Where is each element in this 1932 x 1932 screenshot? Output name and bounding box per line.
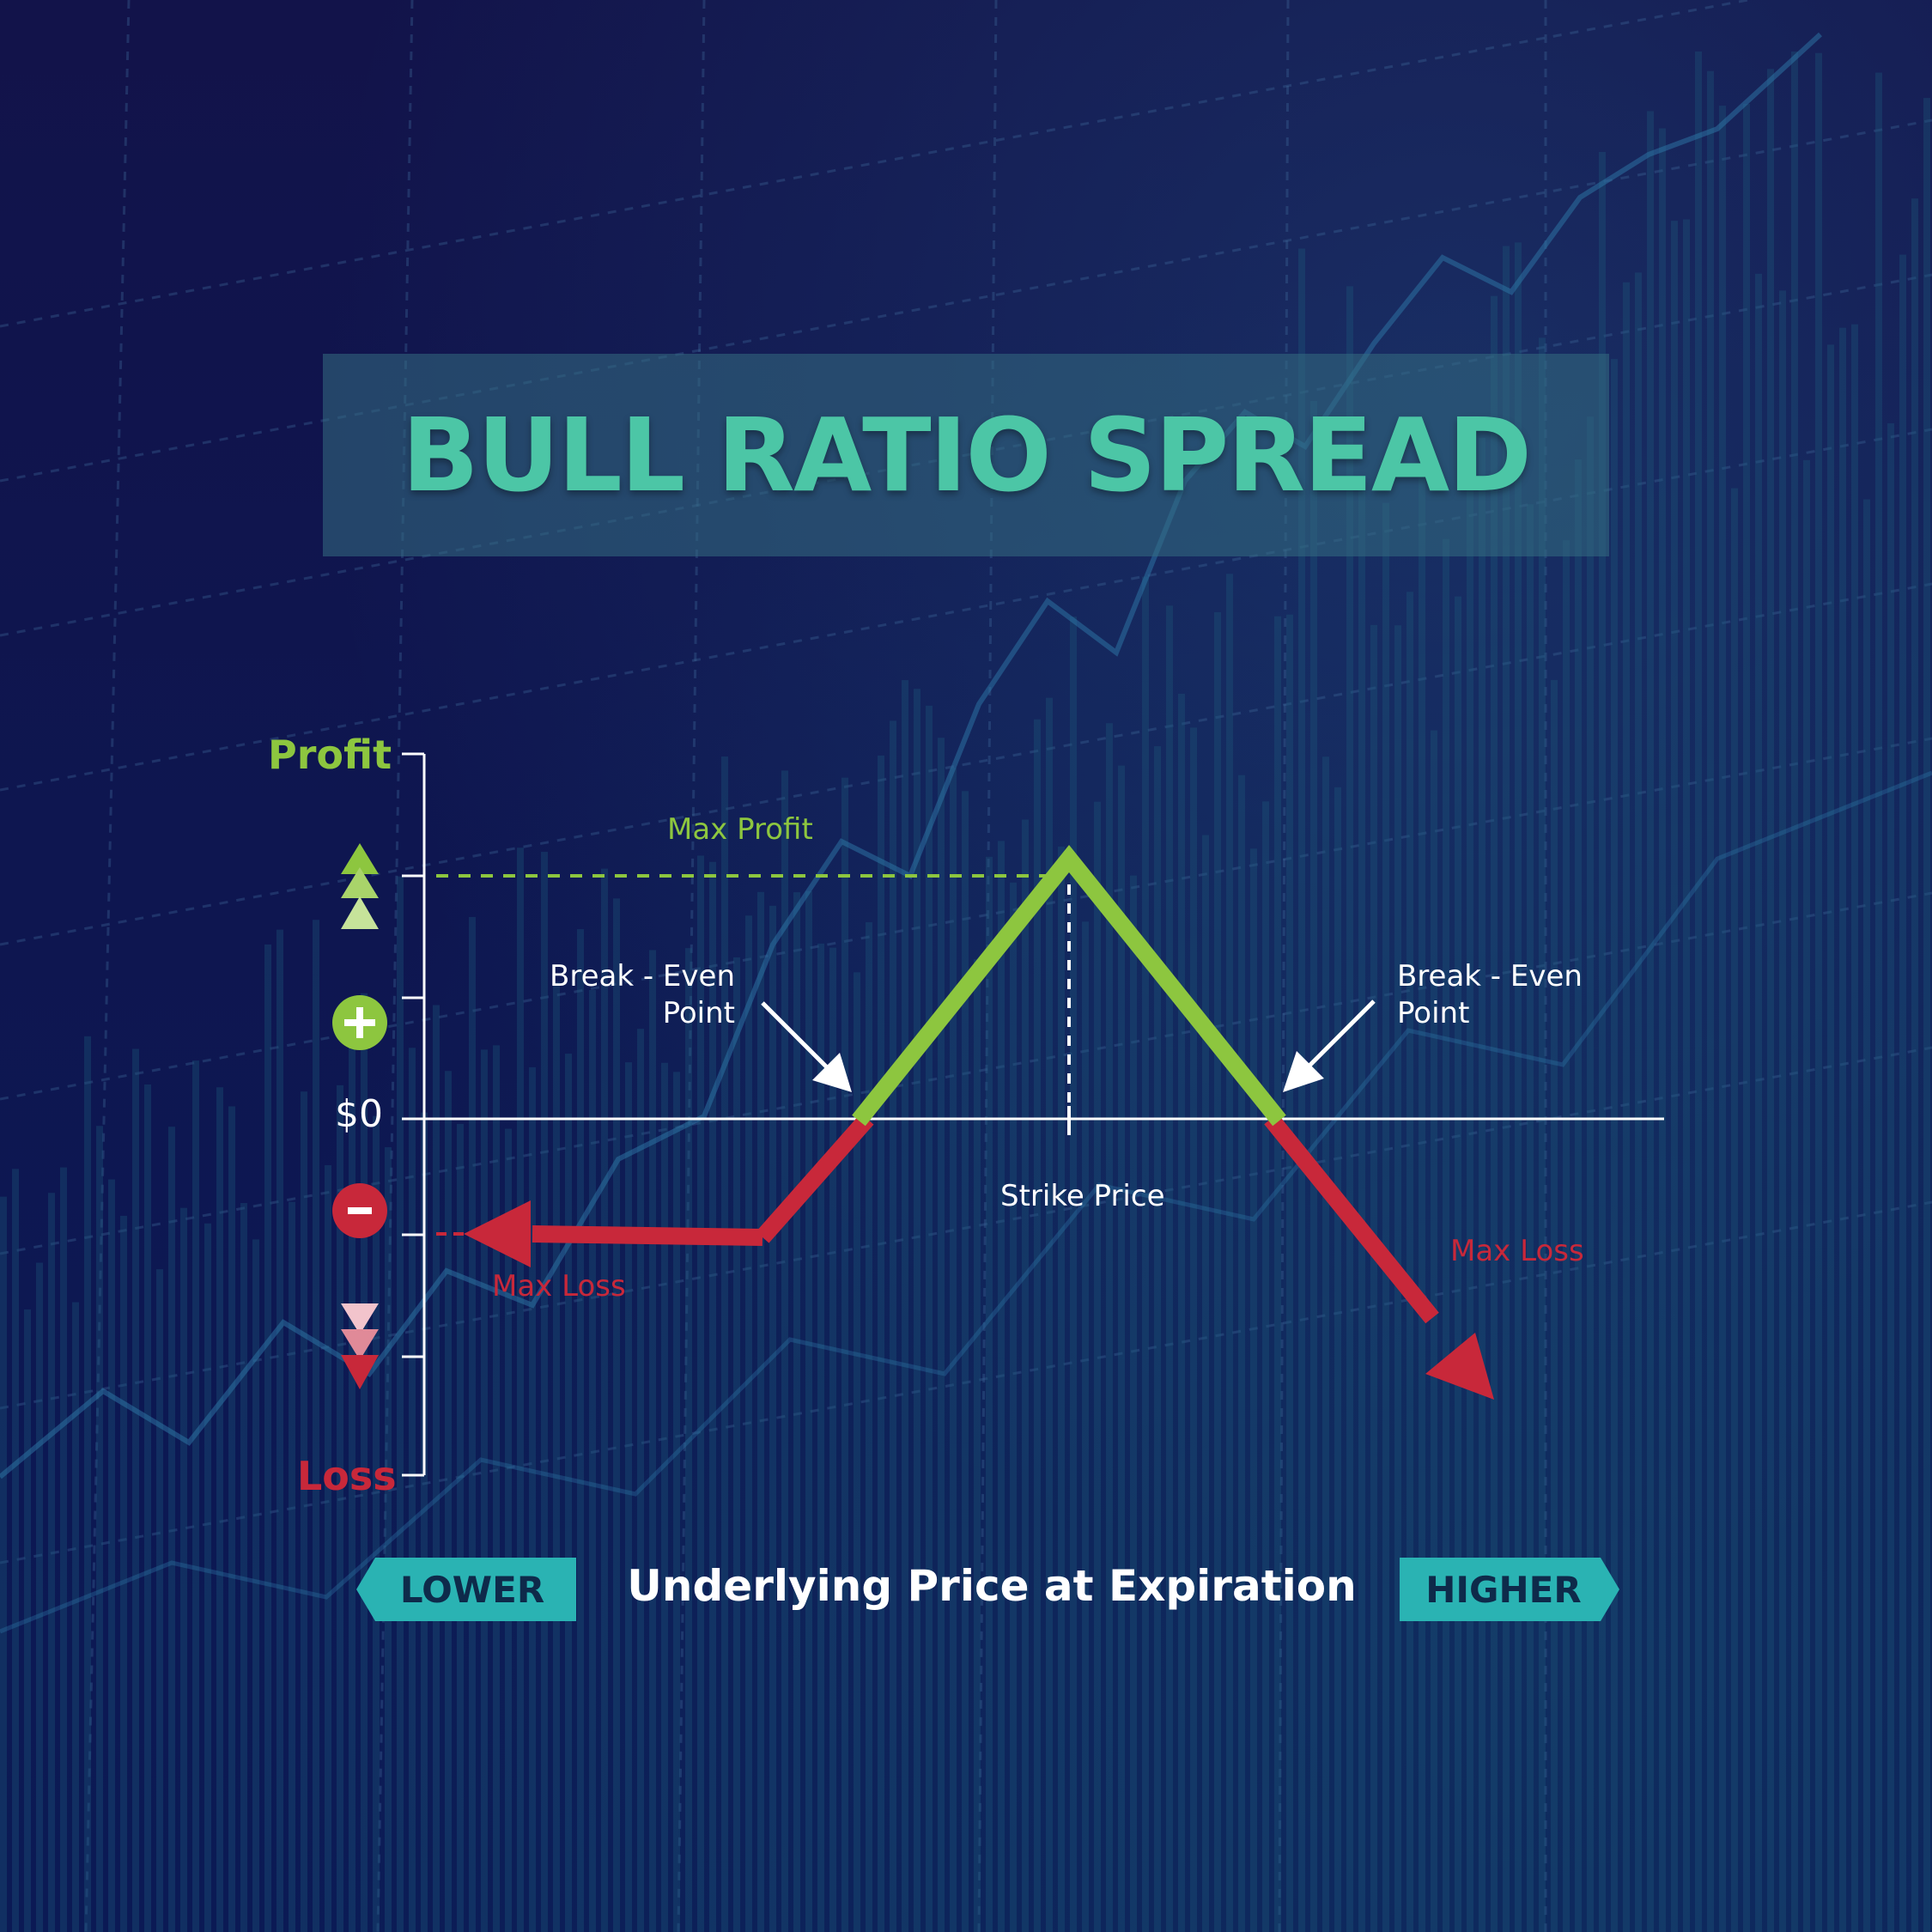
title-banner: BULL RATIO SPREAD — [323, 354, 1609, 556]
page-title: BULL RATIO SPREAD — [401, 396, 1532, 514]
payoff-loss-left-rise — [756, 1113, 874, 1243]
break-even-left-line-1: Break - Even — [550, 959, 735, 993]
loss-right-arrowhead — [1425, 1333, 1494, 1400]
zero-label: $0 — [335, 1092, 383, 1136]
payoff-loss-right — [1264, 1113, 1439, 1324]
max-loss-right-label: Max Loss — [1450, 1234, 1584, 1268]
loss-left-arrowhead — [464, 1200, 531, 1267]
y-axis — [402, 752, 426, 1477]
x-axis-title: Underlying Price at Expiration — [627, 1561, 1357, 1611]
y-axis-top-label: Profit — [268, 732, 392, 778]
triple-up-triangles-icon — [341, 843, 379, 929]
payoff-loss-flat — [532, 1225, 763, 1246]
plus-circle-icon — [332, 995, 387, 1050]
break-even-left-line-2: Point — [662, 995, 735, 1030]
lower-tag: LOWER — [356, 1558, 576, 1621]
max-profit-label: Max Profit — [667, 812, 813, 847]
max-loss-left-label: Max Loss — [492, 1269, 626, 1303]
break-even-left-arrowhead — [812, 1053, 852, 1092]
strike-price-label: Strike Price — [1000, 1179, 1165, 1213]
break-even-left-label: Break - Even Point — [541, 958, 735, 1031]
higher-tag: HIGHER — [1400, 1558, 1619, 1621]
break-even-right-arrowhead — [1283, 1051, 1324, 1092]
minus-circle-icon — [332, 1183, 387, 1238]
y-axis-bottom-label: Loss — [297, 1453, 397, 1499]
triple-down-triangles-icon — [341, 1303, 379, 1389]
payoff-profit-peak — [852, 845, 1286, 1127]
break-even-right-line-1: Break - Even — [1397, 959, 1583, 993]
break-even-right-line-2: Point — [1397, 995, 1470, 1030]
break-even-right-label: Break - Even Point — [1397, 958, 1583, 1031]
